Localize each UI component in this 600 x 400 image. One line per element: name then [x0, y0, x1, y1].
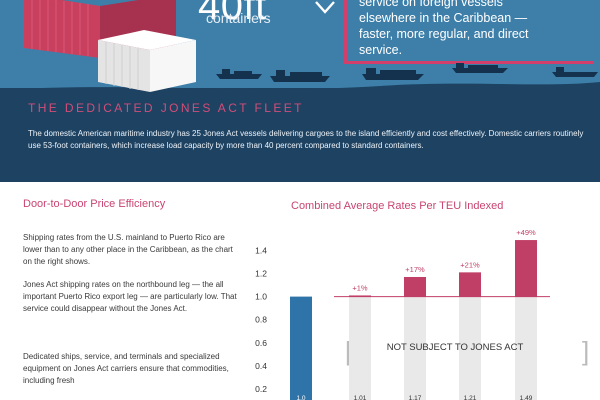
- bar-value-label: 1.0: [296, 395, 305, 400]
- bar: [515, 240, 537, 297]
- quote-line: elsewhere in the Caribbean —: [359, 11, 528, 25]
- fleet-title: THE DEDICATED JONES ACT FLEET: [28, 101, 304, 115]
- bar: [349, 295, 371, 297]
- white-container-icon: [98, 30, 196, 92]
- paragraph: Jones Act shipping rates on the northbou…: [23, 280, 237, 313]
- banner: 40ft containers service on foreign vesse…: [0, 0, 600, 182]
- quote-box: service on foreign vessels elsewhere in …: [344, 0, 594, 64]
- quote-line: faster, more regular, and direct: [359, 27, 529, 41]
- bar-base: [349, 296, 371, 400]
- y-tick-label: 0.2: [255, 384, 267, 394]
- y-tick-label: 1.0: [255, 292, 267, 302]
- y-tick-label: 0.8: [255, 315, 267, 325]
- ships-silhouettes: [216, 63, 598, 82]
- shipping-containers-illustration: [24, 0, 196, 92]
- bar-value-label: 1.49: [520, 395, 533, 400]
- container-caption: containers: [206, 10, 271, 26]
- section-heading: Door-to-Door Price Efficiency: [23, 198, 166, 210]
- paragraph: Shipping rates from the U.S. mainland to…: [23, 233, 233, 266]
- y-tick-label: 0.6: [255, 338, 267, 348]
- bar-base: [515, 296, 537, 400]
- ship-icon: [216, 69, 262, 79]
- fleet-description: The domestic American maritime industry …: [28, 129, 584, 150]
- bracket-right: ]: [582, 336, 589, 366]
- down-arrow-icon: [315, 1, 335, 14]
- ship-icon: [552, 67, 598, 77]
- ship-icon: [362, 68, 424, 80]
- bar-value-label: 1.17: [409, 395, 422, 400]
- change-label: +49%: [516, 228, 536, 237]
- chart-title: Combined Average Rates Per TEU Indexed: [291, 200, 504, 212]
- paragraph: Dedicated ships, service, and terminals …: [23, 352, 229, 385]
- y-tick-label: 1.2: [255, 269, 267, 279]
- bar: [290, 296, 312, 400]
- change-label: +21%: [460, 260, 480, 269]
- bar-base: [404, 296, 426, 400]
- y-tick-label: 0.4: [255, 361, 267, 371]
- bar-base: [459, 296, 481, 400]
- ship-icon: [452, 63, 508, 73]
- bar: [459, 272, 481, 297]
- container-size: 40ft: [198, 0, 267, 28]
- bar: [404, 276, 426, 297]
- bar-value-label: 1.21: [464, 395, 477, 400]
- bracket-label: NOT SUBJECT TO JONES ACT: [387, 342, 524, 353]
- ship-icon: [270, 70, 330, 82]
- bar-value-label: 1.01: [354, 395, 367, 400]
- bar-chart: 0.20.40.60.81.01.21.4[]1.0 1.01+1%1.17+17…: [255, 228, 589, 400]
- quote-line: service.: [359, 43, 403, 57]
- quote-line: service on foreign vessels: [359, 0, 503, 9]
- y-tick-label: 1.4: [255, 245, 267, 255]
- change-label: +17%: [405, 265, 425, 274]
- change-label: +1%: [352, 283, 368, 292]
